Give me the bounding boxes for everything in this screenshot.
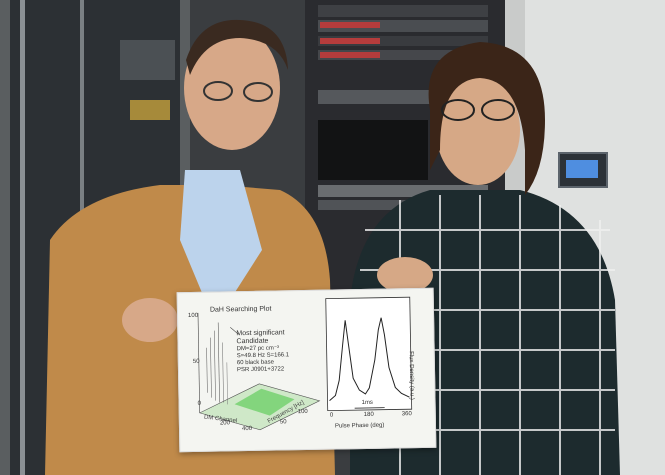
profile-frame xyxy=(325,296,413,412)
phase-tick-0: 0 xyxy=(329,412,334,419)
left-tick-0: 100 xyxy=(187,312,199,320)
period-tick-1: 100 xyxy=(297,408,308,416)
pulse-profile-line xyxy=(329,317,410,401)
phase-tick-1: 180 xyxy=(363,411,374,419)
poster-sheet: DaH Searching Plot Most significant Cand… xyxy=(176,287,437,453)
left-tick-1: 50 xyxy=(192,358,200,365)
thermostat-screen xyxy=(566,160,598,178)
poster-plots xyxy=(197,296,413,431)
profile-scale-bar xyxy=(354,407,385,409)
dm-tick-1: 400 xyxy=(241,425,253,433)
wall-thermostat-icon xyxy=(558,152,608,188)
profile-scale-label: 1ms xyxy=(361,399,373,407)
left-tick-2: 0 xyxy=(197,400,201,407)
period-tick-0: 50 xyxy=(279,419,287,426)
flux-axis-label: Flux Density (a.u.) xyxy=(407,351,415,400)
search-plot-3d xyxy=(197,312,321,431)
phase-tick-2: 360 xyxy=(401,411,412,418)
phase-axis-label: Pulse Phase (deg) xyxy=(334,422,385,430)
